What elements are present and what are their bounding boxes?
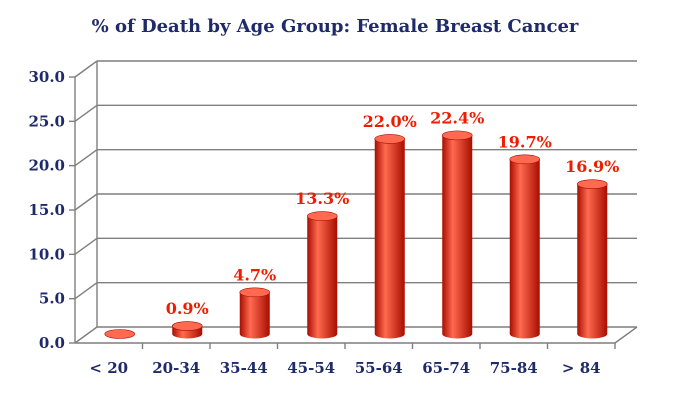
- bar-top: [306, 211, 338, 221]
- bar-top: [576, 179, 608, 189]
- data-label: 22.4%: [430, 108, 484, 127]
- y-tick-label: 0.0: [39, 334, 65, 352]
- gridline-depth: [74, 60, 98, 78]
- data-label: 22.0%: [363, 112, 417, 131]
- gridline-depth: [74, 326, 98, 344]
- data-label: 13.3%: [295, 189, 349, 208]
- bar-body: [577, 184, 608, 339]
- data-label: 4.7%: [233, 265, 276, 284]
- grid: [74, 60, 637, 344]
- gridline-depth: [74, 193, 98, 211]
- data-label: 19.7%: [498, 132, 552, 151]
- bar-top: [441, 130, 473, 141]
- x-tick-label: > 84: [562, 359, 601, 377]
- gridline-depth: [74, 237, 98, 255]
- bar-top: [171, 321, 203, 331]
- data-labels: 0.9% 4.7% 13.3% 22.0% 22.4% 19.7% 16.9%: [166, 108, 620, 318]
- x-tick-label: 55-64: [355, 359, 403, 377]
- gridline-depth: [74, 104, 98, 122]
- floor-edge: [614, 326, 638, 344]
- x-tick-label: 45-54: [287, 359, 335, 377]
- data-label: 16.9%: [565, 157, 619, 176]
- chart-title: % of Death by Age Group: Female Breast C…: [92, 16, 579, 37]
- x-tick-label: 20-34: [152, 359, 200, 377]
- bar-body: [307, 216, 338, 339]
- bar-body: [374, 138, 405, 339]
- bar-top: [509, 154, 541, 165]
- gridline-depth: [74, 149, 98, 167]
- bar-top: [374, 134, 406, 144]
- y-tick-label: 15.0: [28, 201, 65, 219]
- data-label: 0.9%: [166, 299, 209, 318]
- x-tick-label: 35-44: [220, 359, 268, 377]
- bar-body: [509, 159, 540, 339]
- bar-body: [442, 135, 473, 339]
- y-tick-label: 30.0: [28, 68, 65, 86]
- x-tick-label: 65-74: [422, 359, 470, 377]
- bars: [104, 130, 608, 339]
- bar-top: [104, 329, 136, 339]
- gridline-depth: [74, 282, 98, 300]
- y-tick-label: 25.0: [28, 112, 65, 130]
- y-tick-label: 5.0: [39, 290, 65, 308]
- y-tick-label: 20.0: [28, 157, 65, 175]
- x-tick-label: < 20: [89, 359, 128, 377]
- bar-body: [239, 292, 270, 339]
- bar-top: [239, 287, 271, 298]
- x-tick-label: 75-84: [490, 359, 538, 377]
- y-tick-label: 10.0: [28, 245, 65, 263]
- axes: 0.0 5.0 10.0 15.0 20.0 25.0 30.0 < 20 20-34 35-44…: [28, 61, 638, 377]
